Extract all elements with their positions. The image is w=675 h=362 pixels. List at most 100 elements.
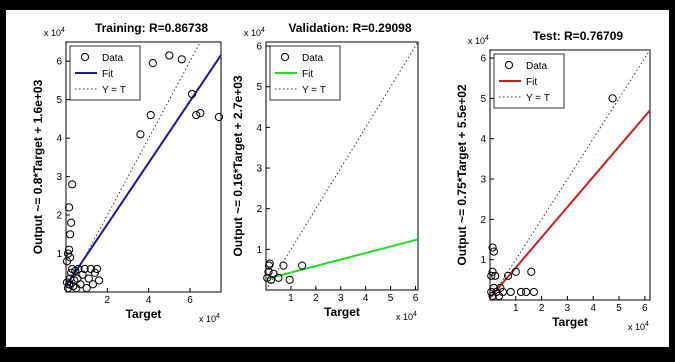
y-tick-label: 6	[480, 54, 486, 65]
data-point	[63, 284, 73, 293]
x-tick-label: 2	[539, 303, 545, 314]
data-point	[187, 89, 197, 99]
data-point	[487, 271, 496, 280]
y-axis-label: Output ~= 0.75*Target + 5.5e+02	[455, 84, 469, 266]
x-tick-label: 4	[363, 293, 369, 304]
data-point	[65, 203, 74, 212]
data-point	[527, 267, 536, 276]
y-tick-label: 1	[480, 255, 486, 266]
data-point	[78, 270, 87, 279]
data-point	[92, 264, 102, 274]
y-axis-label: Output ~= 0.8*Target + 1.6e+03	[31, 79, 45, 254]
x-axis-label: Target	[552, 315, 588, 329]
y-multiplier: x 104	[44, 27, 65, 38]
data-point	[136, 130, 145, 139]
x-multiplier-exp: 4	[645, 321, 649, 328]
x-tick-label: 6	[413, 293, 419, 304]
y-tick-label: 2	[480, 215, 486, 226]
x-multiplier: x 104	[628, 321, 649, 332]
data-point	[269, 269, 278, 278]
data-point	[285, 275, 294, 284]
y-tick-label: 5	[256, 82, 262, 93]
y-axis-label: Output ~= 0.16*Target + 2.7e+03	[231, 75, 245, 257]
legend-data-label: Data	[102, 53, 124, 64]
data-point	[65, 280, 74, 289]
legend: Data Fit Y = T	[69, 45, 141, 101]
data-point	[74, 264, 83, 274]
identity-line	[66, 42, 201, 292]
fit-line	[490, 109, 650, 299]
data-point	[90, 268, 100, 277]
data-point	[264, 267, 273, 276]
data-point	[68, 180, 77, 189]
data-point	[214, 112, 224, 122]
legend-ident-label: Y = T	[302, 85, 326, 96]
y-tick-label: 4	[56, 134, 62, 145]
x-tick-label: 4	[146, 295, 152, 306]
data-point	[265, 259, 274, 268]
data-point	[522, 287, 531, 297]
data-point	[496, 283, 505, 293]
legend-data-marker	[504, 60, 514, 70]
y-multiplier: x 104	[468, 35, 489, 46]
y-tick-label: 6	[256, 42, 262, 53]
x-multiplier: x 104	[199, 313, 220, 324]
legend-ident-label: Y = T	[526, 93, 550, 104]
data-point	[487, 287, 496, 297]
legend-data-marker	[280, 52, 290, 62]
data-point	[274, 273, 283, 282]
y-tick-label: 6	[56, 57, 62, 68]
legend-data-marker	[80, 52, 90, 62]
y-tick-label: 5	[56, 95, 62, 106]
data-point	[62, 278, 72, 287]
data-point	[80, 264, 89, 274]
y-multiplier-exp: 4	[485, 35, 489, 42]
x-tick-label: 1	[288, 293, 294, 304]
x-tick-label: 2	[313, 293, 319, 304]
x-multiplier-base: x 10	[628, 322, 645, 332]
data-point	[63, 249, 73, 258]
x-tick-label: 5	[616, 303, 622, 314]
y-tick-label: 3	[480, 175, 486, 186]
legend-data-label: Data	[302, 53, 324, 64]
data-point	[177, 55, 186, 64]
y-multiplier-base: x 10	[468, 36, 485, 46]
data-point	[66, 230, 75, 239]
data-point	[516, 287, 526, 297]
x-multiplier-base: x 10	[199, 314, 216, 324]
x-tick-label: 3	[565, 303, 571, 314]
y-multiplier-base: x 10	[244, 28, 261, 38]
data-point	[94, 276, 104, 285]
x-tick-label: 1	[513, 303, 519, 314]
chart-title: Validation: R=0.29098	[288, 21, 411, 35]
identity-line	[490, 50, 650, 300]
legend-fit-label: Fit	[302, 69, 313, 80]
y-multiplier: x 104	[244, 27, 265, 38]
data-point	[82, 284, 91, 293]
legend-data-label: Data	[526, 61, 548, 72]
data-point	[489, 283, 498, 293]
data-point	[529, 287, 538, 297]
data-point	[488, 243, 497, 252]
y-tick-label: 5	[480, 94, 486, 105]
data-point	[489, 247, 498, 256]
x-tick-label: 6	[642, 303, 648, 314]
x-axis-label: Target	[324, 305, 360, 319]
y-tick-label: 1	[56, 249, 62, 260]
chart-title: Test: R=0.76709	[533, 29, 623, 43]
y-multiplier-exp: 4	[261, 27, 265, 34]
y-tick-label: 1	[256, 245, 262, 256]
identity-line	[266, 42, 418, 290]
x-multiplier-exp: 4	[413, 311, 417, 318]
data-point	[298, 261, 307, 270]
y-tick-label: 4	[480, 134, 486, 145]
x-tick-label: 4	[590, 303, 596, 314]
legend-ident-label: Y = T	[102, 85, 126, 96]
legend-fit-label: Fit	[526, 77, 537, 88]
fit-line	[266, 238, 418, 280]
data-point	[506, 287, 515, 297]
legend: Data Fit Y = T	[269, 45, 341, 101]
y-tick-label: 2	[256, 204, 262, 215]
data-point	[146, 110, 155, 120]
data-point	[192, 110, 201, 120]
